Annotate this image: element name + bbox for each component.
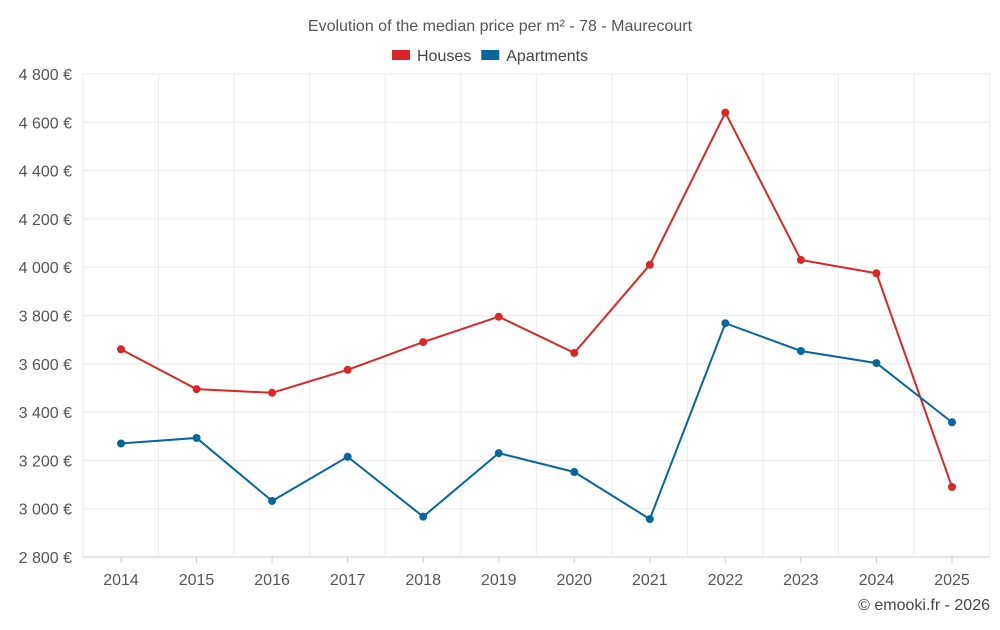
x-tick-label: 2024 [859, 572, 895, 589]
data-point [117, 345, 125, 354]
x-tick-label: 2014 [103, 572, 139, 589]
data-point [117, 439, 125, 448]
data-point [645, 515, 654, 524]
series [117, 108, 956, 524]
data-point [192, 433, 201, 442]
y-tick-label: 3 600 € [19, 357, 72, 374]
y-tick-label: 4 600 € [19, 115, 72, 132]
y-tick-label: 4 000 € [19, 260, 72, 277]
data-point [494, 312, 503, 321]
y-axis: 2 800 € 3 000 € 3 200 € 3 400 € 3 600 € 3 800… [19, 67, 72, 567]
data-point [192, 385, 201, 394]
y-tick-label: 3 400 € [19, 405, 72, 422]
x-tick-label: 2020 [556, 572, 592, 589]
chart-title: Evolution of the median price per m² - 7… [308, 18, 693, 35]
credit: © emooki.fr - 2026 [858, 597, 990, 614]
data-point [268, 496, 277, 505]
data-point [268, 388, 277, 397]
y-tick-label: 4 400 € [19, 164, 72, 181]
series-houses [117, 108, 956, 491]
x-axis: 2014 2015 2016 2017 2018 2019 2020 2021 2022 2023… [103, 557, 970, 589]
legend-swatch [392, 50, 410, 60]
x-tick-label: 2016 [254, 572, 290, 589]
data-point [721, 319, 730, 328]
data-point [796, 255, 805, 264]
data-point [948, 418, 956, 427]
series-apartments [117, 319, 956, 524]
y-tick-label: 4 200 € [19, 212, 72, 229]
x-tick-label: 2022 [708, 572, 744, 589]
y-tick-label: 3 800 € [19, 309, 72, 326]
x-tick-label: 2017 [330, 572, 366, 589]
data-point [796, 347, 805, 356]
legend-swatch [481, 50, 500, 60]
data-point [570, 467, 579, 476]
legend-label: Houses [417, 48, 471, 65]
grid [82, 73, 991, 558]
legend-label: Apartments [506, 48, 588, 65]
data-point [343, 452, 352, 461]
data-point [721, 108, 730, 117]
data-point [948, 482, 956, 491]
x-tick-label: 2018 [405, 572, 441, 589]
x-tick-label: 2021 [632, 572, 668, 589]
data-point [419, 512, 428, 521]
series-line [120, 110, 953, 488]
y-tick-label: 3 200 € [19, 453, 72, 470]
data-point [872, 269, 881, 278]
x-tick-label: 2023 [783, 572, 819, 589]
series-line [120, 321, 953, 521]
data-point [419, 338, 428, 347]
y-tick-label: 3 000 € [19, 502, 72, 519]
data-point [872, 359, 881, 368]
y-tick-label: 4 800 € [19, 67, 72, 84]
legend: Houses Apartments [392, 48, 588, 65]
y-tick-label: 2 800 € [19, 550, 72, 567]
data-point [645, 260, 654, 269]
data-point [343, 365, 352, 374]
x-tick-label: 2019 [481, 572, 517, 589]
data-point [570, 348, 579, 357]
x-tick-label: 2015 [179, 572, 215, 589]
data-point [494, 449, 503, 458]
x-tick-label: 2025 [934, 572, 970, 589]
